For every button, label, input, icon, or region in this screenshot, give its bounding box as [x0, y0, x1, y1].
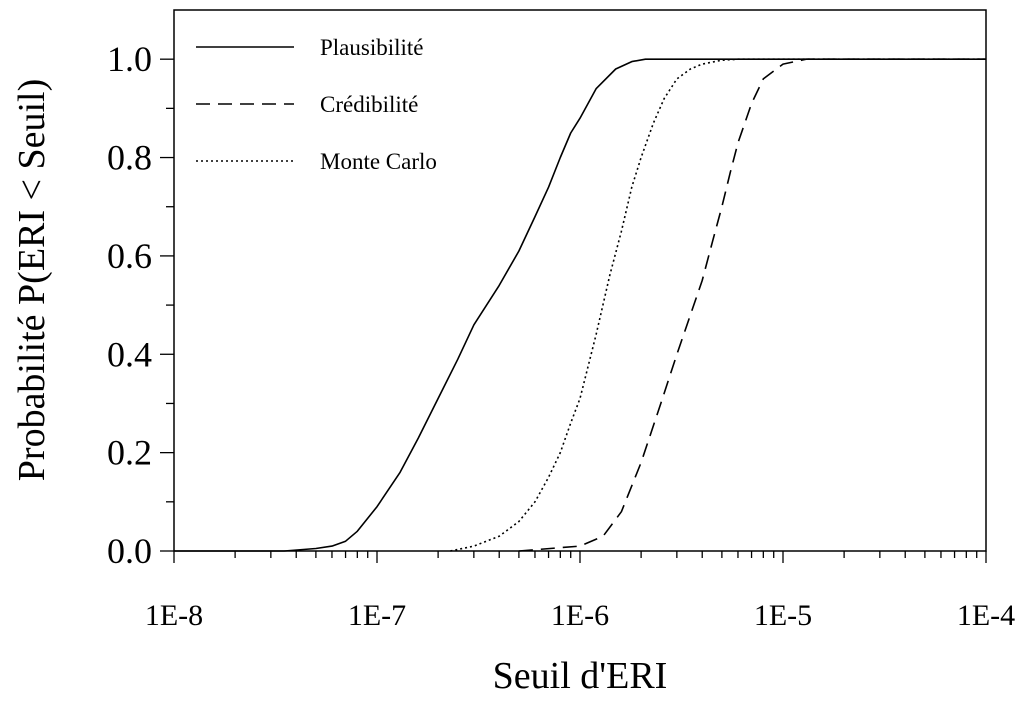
series-lines [174, 58, 986, 552]
x-tick-label: 1E-5 [754, 599, 812, 632]
y-tick-label: 0.4 [107, 334, 152, 374]
y-tick-label: 0.8 [107, 138, 152, 178]
legend-label-credibilite: Crédibilité [320, 92, 418, 117]
series-line-1 [518, 58, 986, 552]
x-axis-title: Seuil d'ERI [493, 655, 668, 697]
legend-label-plausibilite: Plausibilité [320, 35, 424, 60]
x-tick-label: 1E-4 [957, 599, 1015, 632]
series-line-2 [450, 58, 986, 552]
legend-label-monte-carlo: Monte Carlo [320, 149, 437, 174]
axis-ticks [160, 58, 987, 563]
tick-labels: 1E-8 1E-7 1E-6 1E-5 1E-4 0.0 0.2 0.4 0.6 0.8 1.0 [107, 39, 1015, 632]
series-line-0 [284, 58, 986, 552]
y-tick-label: 0.0 [107, 531, 152, 571]
y-tick-label: 0.6 [107, 236, 152, 276]
x-tick-label: 1E-8 [145, 599, 203, 632]
legend: Plausibilité Crédibilité Monte Carlo [196, 35, 437, 174]
plot-frame [173, 9, 987, 552]
y-tick-label: 1.0 [107, 39, 152, 79]
x-tick-label: 1E-7 [348, 599, 406, 632]
x-tick-label: 1E-6 [551, 599, 609, 632]
y-tick-label: 0.2 [107, 433, 152, 473]
y-axis-title: Probabilité P(ERI < Seuil) [11, 79, 53, 481]
